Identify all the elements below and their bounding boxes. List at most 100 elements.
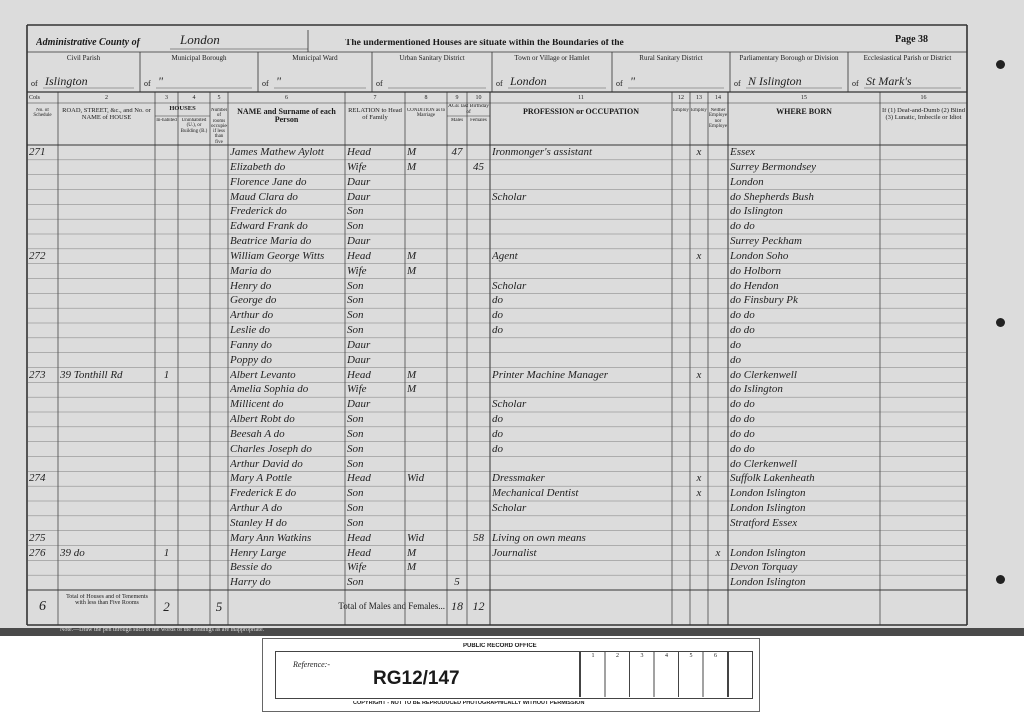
- scale-number: 5: [685, 653, 697, 661]
- cell-occ: Scholar: [492, 191, 527, 203]
- district-value: London: [510, 75, 547, 88]
- cell-occ: Scholar: [492, 399, 527, 411]
- cell-occ: Ironmonger's assistant: [492, 147, 593, 158]
- cell-rel: Son: [347, 577, 364, 589]
- cell-cond: M: [407, 161, 417, 173]
- district-value: Islington: [45, 75, 88, 88]
- county-value: London: [180, 33, 220, 47]
- cell-rel: Head: [347, 147, 371, 158]
- cell-born: London: [730, 176, 764, 188]
- scale-number: 1: [587, 653, 599, 661]
- cell-occ: Scholar: [492, 503, 527, 514]
- district-label: Municipal Ward: [292, 55, 338, 62]
- cell-rel: Wife: [347, 384, 367, 396]
- cell-rel: Wife: [347, 161, 367, 173]
- cell-s: 275: [29, 532, 46, 544]
- cell-name: Frederick E do: [230, 488, 297, 500]
- column-header: Males: [450, 118, 464, 123]
- column-header: In-habited: [156, 118, 177, 123]
- cell-name: Arthur David do: [230, 458, 303, 470]
- total-rooms: 5: [215, 600, 223, 614]
- cell-rel: Daur: [347, 191, 371, 203]
- cell-name: Charles Joseph do: [230, 443, 312, 455]
- cell-born: Surrey Peckham: [730, 236, 802, 247]
- cell-name: Maud Clara do: [230, 191, 298, 203]
- cell-rel: Son: [347, 295, 364, 307]
- column-header: Neither Employer nor Employed: [709, 108, 727, 129]
- cell-cond: M: [407, 562, 417, 574]
- paper: [0, 0, 1024, 630]
- scale-number: 4: [660, 653, 673, 661]
- cell-name: James Mathew Aylott: [230, 147, 324, 158]
- cell-occ: do: [492, 443, 503, 455]
- column-number: 15: [801, 95, 807, 101]
- cell-occ: do: [492, 310, 503, 322]
- cell-name: Beatrice Maria do: [230, 236, 312, 247]
- district-value: N Islington: [748, 75, 802, 88]
- age-group: AGE last Birthday of: [448, 104, 489, 115]
- district-label: Ecclesiastical Parish or District: [863, 55, 952, 62]
- cell-addr: 39 do: [60, 547, 85, 559]
- cell-born: London Islington: [730, 503, 806, 514]
- of-label: of: [262, 80, 269, 88]
- column-number: 3: [165, 95, 168, 101]
- column-number: 12: [678, 95, 684, 101]
- cell-name: Leslie do: [230, 325, 271, 336]
- cell-cond: M: [407, 384, 417, 396]
- cell-s: 276: [29, 547, 46, 559]
- column-header: Employer: [673, 108, 689, 113]
- cell-born: Suffolk Lakenheath: [730, 473, 815, 485]
- houses-total-label: Total of Houses and of Tenements with le…: [66, 594, 148, 607]
- punch-hole: [996, 60, 1005, 69]
- cell-name: Millicent do: [230, 399, 284, 411]
- cell-occ: Journalist: [492, 547, 537, 559]
- total-houses: 2: [163, 600, 170, 614]
- column-header: Uninhabited (U.), or Building (B.): [180, 118, 208, 134]
- cell-name: Harry do: [230, 577, 271, 589]
- cell-born: do do: [730, 443, 755, 455]
- cell-cond: Wid: [407, 532, 425, 544]
- cell-cond: Wid: [407, 473, 425, 485]
- scale-ruler: [579, 651, 729, 697]
- cell-born: Surrey Bermondsey: [730, 161, 817, 173]
- office-label: PUBLIC RECORD OFFICE: [463, 643, 537, 649]
- district-label: Parliamentary Borough or Division: [739, 55, 839, 62]
- column-number: 13: [696, 95, 702, 101]
- page-number: Page 38: [895, 35, 929, 45]
- cell-addr: 39 Tonthill Rd: [60, 369, 123, 381]
- cell-born: London Islington: [730, 547, 806, 559]
- cell-name: George do: [230, 295, 277, 307]
- cell-born: do: [730, 339, 741, 351]
- column-number: 10: [475, 95, 482, 101]
- cell-born: do do: [730, 325, 755, 336]
- cell-emp: x: [696, 147, 702, 158]
- cell-rel: Head: [347, 547, 371, 559]
- cell-s: 272: [29, 250, 46, 262]
- total-females: 12: [472, 600, 485, 613]
- column-number: 11: [578, 95, 584, 101]
- total-males: 18: [451, 600, 463, 613]
- cell-emp: x: [696, 250, 702, 262]
- cell-m: 5: [454, 577, 460, 589]
- cell-occ: do: [492, 414, 503, 425]
- cell-rel: Head: [347, 473, 371, 485]
- column-header: ROAD, STREET, &c., and No. or NAME of HO…: [62, 108, 151, 121]
- cell-occ: Dressmaker: [492, 473, 545, 485]
- scale-number: 3: [636, 653, 648, 661]
- cell-cond: M: [407, 250, 417, 262]
- district-value: ": [630, 75, 636, 88]
- of-label: of: [376, 80, 383, 88]
- cell-born: do do: [730, 221, 755, 233]
- cell-name: Edward Frank do: [230, 221, 308, 233]
- cell-cond: M: [407, 265, 417, 277]
- cell-born: Stratford Essex: [730, 517, 798, 529]
- cell-cond: M: [407, 369, 417, 381]
- cell-born: do Clerkenwell: [730, 369, 797, 381]
- cell-rel: Son: [347, 221, 364, 233]
- column-number: 14: [715, 95, 721, 101]
- cell-born: do do: [730, 428, 755, 440]
- of-label: of: [852, 80, 859, 88]
- cell-name: Fanny do: [230, 339, 272, 351]
- cell-name: Albert Robt do: [230, 414, 295, 425]
